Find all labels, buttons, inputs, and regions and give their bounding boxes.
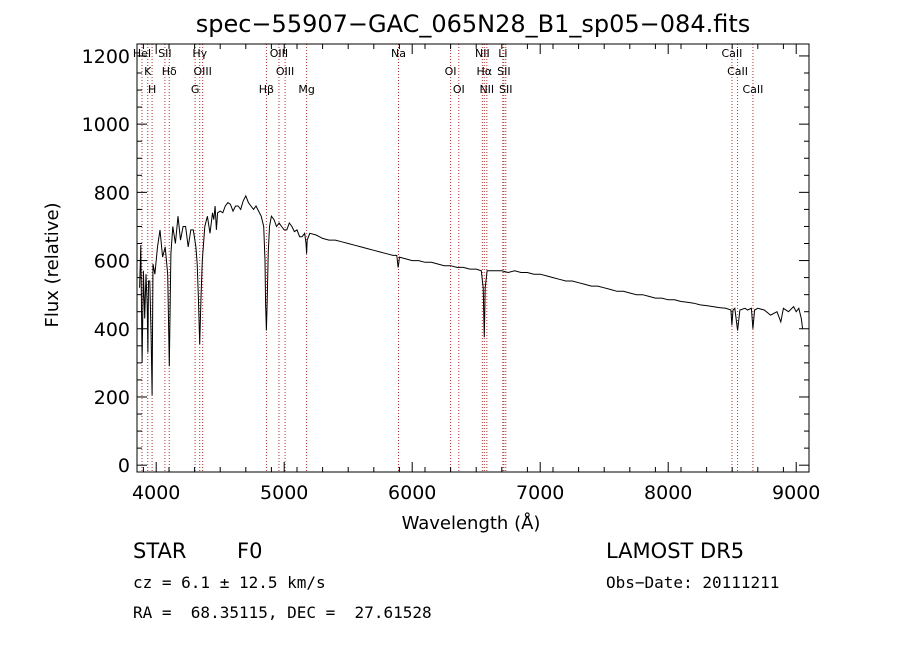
line-marker-label: OIII bbox=[276, 65, 294, 78]
line-marker-label: Hα bbox=[476, 65, 492, 78]
line-marker-label: Hδ bbox=[162, 65, 177, 78]
y-tick-label: 1200 bbox=[82, 46, 130, 68]
spectrum-line bbox=[139, 194, 804, 396]
line-marker-label: NII bbox=[475, 47, 490, 60]
x-axis-ticks: 4000 5000 6000 7000 8000 9000 bbox=[132, 44, 820, 504]
observation-date: Obs−Date: 20111211 bbox=[606, 573, 780, 592]
line-marker-label: CaII bbox=[721, 47, 742, 60]
y-tick-label: 0 bbox=[118, 455, 130, 477]
x-tick-label: 9000 bbox=[772, 482, 820, 504]
line-marker-label: OI bbox=[445, 65, 457, 78]
line-marker-labels: HeIKHSIIHδGHγOIIIHβOIIIOIIIMgNaOIOINIIHα… bbox=[133, 47, 764, 96]
y-tick-label: 1000 bbox=[82, 114, 130, 136]
line-marker-label: Na bbox=[391, 47, 406, 60]
line-marker-label: OIII bbox=[193, 65, 211, 78]
line-marker-label: OIII bbox=[270, 47, 288, 60]
y-tick-label: 600 bbox=[94, 251, 130, 273]
x-axis-label: Wavelength (Å) bbox=[402, 512, 541, 534]
line-marker-label: K bbox=[144, 65, 152, 78]
line-marker-label: SII bbox=[158, 47, 171, 60]
object-subclass: F0 bbox=[237, 539, 263, 563]
object-class: STAR bbox=[133, 539, 187, 563]
x-tick-label: 6000 bbox=[388, 482, 436, 504]
x-tick-label: 8000 bbox=[644, 482, 692, 504]
y-axis-ticks: 0 200 400 600 800 1000 1200 bbox=[82, 46, 809, 477]
line-marker-label: CaII bbox=[727, 65, 748, 78]
line-marker-label: CaII bbox=[742, 83, 763, 96]
line-marker-label: OI bbox=[453, 83, 465, 96]
x-tick-label: 7000 bbox=[516, 482, 564, 504]
y-tick-label: 800 bbox=[94, 182, 130, 204]
survey-name: LAMOST DR5 bbox=[606, 539, 745, 563]
line-marker-label: H bbox=[148, 83, 156, 96]
line-marker-label: Hγ bbox=[192, 47, 207, 60]
y-axis-label: Flux (relative) bbox=[42, 202, 63, 327]
redshift-velocity: cz = 6.1 ± 12.5 km/s bbox=[133, 573, 326, 592]
line-marker-label: NII bbox=[479, 83, 494, 96]
line-marker-label: HeI bbox=[133, 47, 151, 60]
line-marker-label: Mg bbox=[298, 83, 314, 96]
x-tick-label: 4000 bbox=[132, 482, 180, 504]
line-marker-label: Li bbox=[498, 47, 507, 60]
y-tick-label: 200 bbox=[94, 387, 130, 409]
y-tick-label: 400 bbox=[94, 319, 130, 341]
line-marker-label: SII bbox=[497, 65, 510, 78]
line-marker-label: SII bbox=[499, 83, 512, 96]
line-marker-label: Hβ bbox=[259, 83, 274, 96]
plot-frame bbox=[136, 43, 810, 473]
coordinates: RA = 68.35115, DEC = 27.61528 bbox=[133, 603, 432, 622]
chart-title: spec−55907−GAC_065N28_B1_sp05−084.fits bbox=[196, 10, 751, 38]
x-tick-label: 5000 bbox=[260, 482, 308, 504]
line-marker-label: G bbox=[191, 83, 200, 96]
